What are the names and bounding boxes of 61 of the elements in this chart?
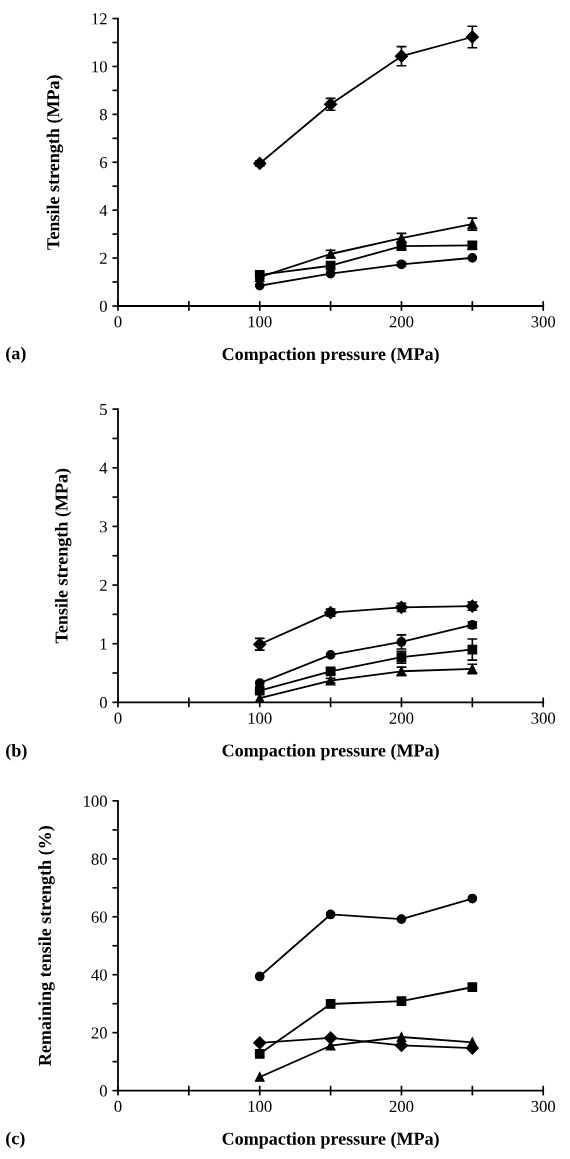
x-tick-label: 200 <box>389 1100 414 1113</box>
x-axis-title: Compaction pressure (MPa) <box>222 347 439 364</box>
point <box>396 1032 407 1042</box>
point <box>467 1037 478 1048</box>
point <box>325 909 336 920</box>
x-tick-label: 100 <box>248 712 272 724</box>
y-tick-label: 2 <box>99 252 107 264</box>
point <box>467 982 478 993</box>
x-axis-title: Compaction pressure (MPa) <box>222 743 439 761</box>
y-tick-label: 3 <box>100 521 107 533</box>
point <box>325 268 336 279</box>
y-axis-title: Tensile strength (MPa) <box>46 75 64 250</box>
y-tick-label: 12 <box>92 13 107 25</box>
point <box>467 644 478 655</box>
text: (a) <box>6 346 26 364</box>
point <box>254 685 265 696</box>
y-axis-title: Remaining tensile strength (%) <box>38 826 55 1066</box>
point <box>254 1072 265 1082</box>
point <box>254 1048 265 1059</box>
y-tick-label: 0 <box>99 300 107 312</box>
x-tick-label: 0 <box>114 712 122 724</box>
y-tick-label: 4 <box>99 204 108 216</box>
y-tick-label: 6 <box>99 157 108 169</box>
y-tick-label: 4 <box>99 462 108 474</box>
y-tick-label: 10 <box>92 61 107 73</box>
y-tick-label: 0 <box>99 697 107 709</box>
x-tick-label: 200 <box>389 712 414 724</box>
x-tick-label: 0 <box>114 316 122 328</box>
x-tick-label: 200 <box>389 316 414 328</box>
x-axis-title: Compaction pressure (MPa) <box>222 1132 439 1149</box>
point <box>325 649 336 660</box>
point <box>467 893 478 904</box>
text: (c) <box>6 1131 25 1149</box>
point <box>253 1036 267 1050</box>
y-tick-label: 2 <box>99 579 107 591</box>
x-tick-label: 300 <box>531 1100 556 1113</box>
point <box>394 49 409 63</box>
point <box>254 971 265 982</box>
point <box>396 914 407 924</box>
x-tick-label: 0 <box>114 1100 122 1113</box>
y-tick-label: 5 <box>100 404 107 416</box>
y-tick-label: 40 <box>91 969 107 981</box>
x-tick-label: 300 <box>531 712 556 724</box>
x-tick-label: 100 <box>248 1100 272 1113</box>
y-tick-label: 80 <box>91 853 107 865</box>
point <box>465 30 479 44</box>
point <box>396 996 407 1006</box>
y-tick-label: 60 <box>91 911 107 923</box>
y-tick-label: 8 <box>99 109 107 121</box>
text: (b) <box>6 744 27 761</box>
y-axis-title: Tensile strength (MPa) <box>54 468 72 644</box>
point <box>467 252 478 263</box>
y-tick-label: 1 <box>100 638 107 650</box>
y-tick-label: 20 <box>91 1027 107 1039</box>
y-tick-label: 0 <box>99 1085 107 1097</box>
point <box>324 1031 338 1045</box>
x-tick-label: 300 <box>531 316 556 328</box>
point <box>325 999 336 1009</box>
point <box>253 156 267 171</box>
x-tick-label: 100 <box>248 316 272 328</box>
y-tick-label: 100 <box>84 795 107 807</box>
